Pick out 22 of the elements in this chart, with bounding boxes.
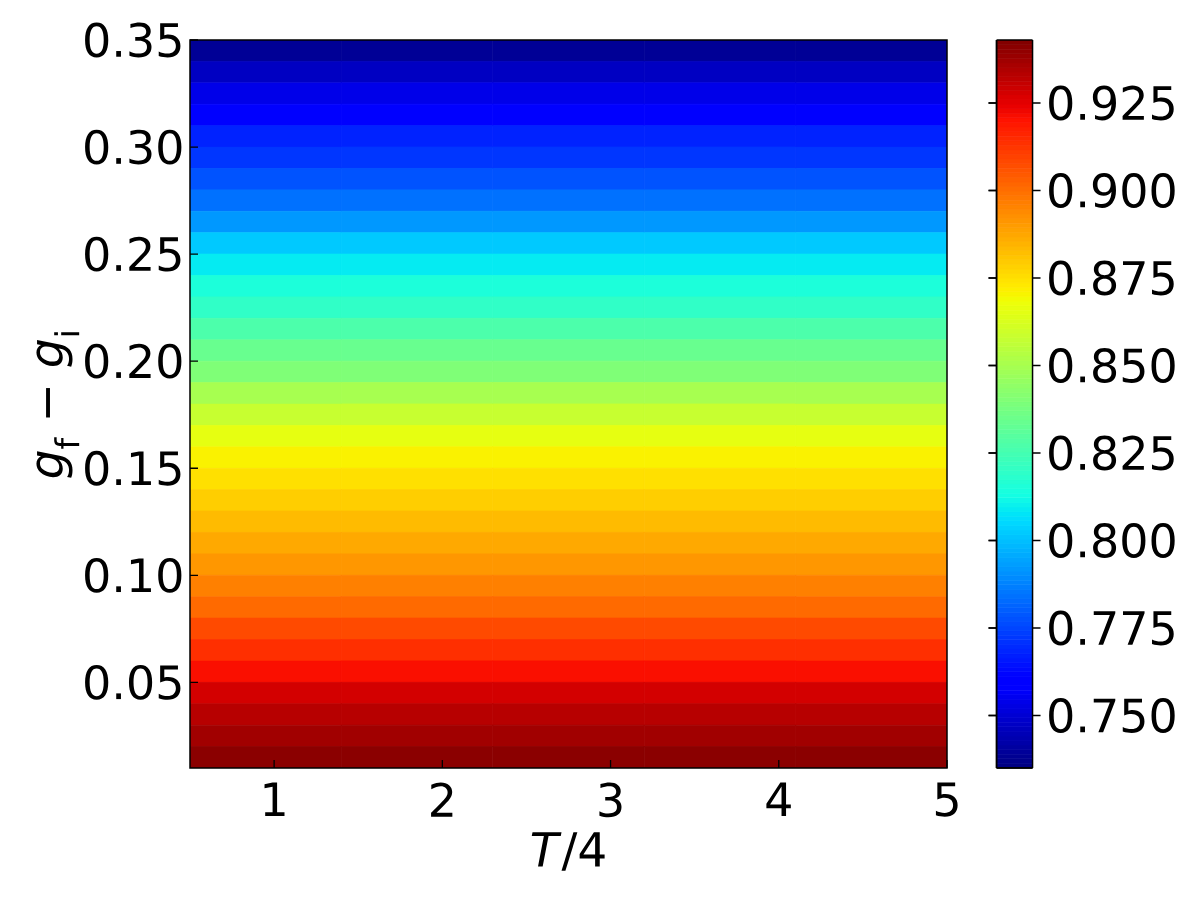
x-tick-label: 4 — [766, 782, 791, 817]
y-tick-label: 0.15 — [85, 450, 181, 486]
color-bar-label: 0.875 — [1049, 260, 1174, 296]
x-tick-label: 5 — [935, 782, 958, 817]
y-tick-label: 0.35 — [85, 22, 181, 58]
color-bar-label: 0.850 — [1049, 348, 1175, 383]
x-tick-label: 2 — [431, 782, 453, 817]
color-bar-label: 0.925 — [1049, 85, 1174, 121]
color-bar-label: 0.900 — [1049, 173, 1175, 208]
y-tick-label: 0.25 — [85, 236, 181, 272]
color-bar-label: 0.775 — [1049, 610, 1174, 646]
y-tick-label: 0.30 — [85, 129, 182, 165]
color-bar-label: 0.800 — [1049, 523, 1175, 558]
x-axis-title: T/4 — [531, 832, 605, 871]
color-bar-label: 0.825 — [1049, 435, 1174, 471]
x-tick-label: 3 — [599, 782, 622, 818]
x-tick-label: 1 — [264, 782, 285, 817]
y-tick-label: 0.10 — [85, 557, 182, 593]
y-tick-label: 0.20 — [85, 343, 182, 379]
color-bar-label: 0.750 — [1049, 698, 1175, 733]
y-axis-title: g$_{f}$ − g$_{i}$ — [36, 332, 80, 478]
y-tick-label: 0.05 — [85, 664, 181, 700]
